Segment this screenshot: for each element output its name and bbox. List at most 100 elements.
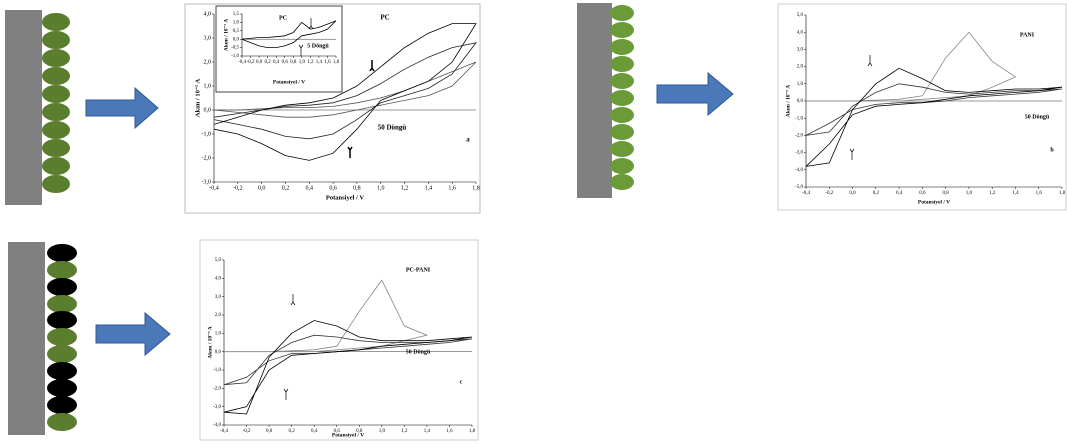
y-axis-label: Akım / 10⁻⁵ A xyxy=(194,78,201,117)
annotation: PANI xyxy=(1020,32,1035,38)
cv-curve xyxy=(805,67,1063,167)
x-tick-label: 1,6 xyxy=(448,185,456,191)
y-tick-label: 0,0 xyxy=(204,107,212,113)
y-tick-label: 0,0 xyxy=(233,37,240,42)
electrode-pc xyxy=(5,10,70,205)
direction-arrow xyxy=(849,148,855,160)
x-tick-label: 0,4 xyxy=(273,60,280,65)
x-tick-label: -0,2 xyxy=(243,429,251,434)
y-tick-label: -1,0 xyxy=(795,116,803,121)
y-tick-label: -1,0 xyxy=(202,131,212,137)
y-tick-label: 0,5 xyxy=(233,29,240,34)
y-tick-label: 2,0 xyxy=(797,65,804,70)
direction-arrow xyxy=(298,44,304,56)
direction-arrow xyxy=(347,146,353,158)
y-tick-label: 3,0 xyxy=(215,295,222,300)
annotation: 50 Döngü xyxy=(1025,114,1050,120)
y-tick-label: 1,0 xyxy=(233,21,240,26)
y-tick-label: -5,0 xyxy=(795,185,803,190)
y-tick-label: -1,0 xyxy=(231,54,239,59)
y-tick-label: 2,0 xyxy=(204,59,212,65)
cv-curve xyxy=(806,31,1017,102)
x-tick-label: -0,4 xyxy=(802,191,810,196)
y-tick-label: -1,0 xyxy=(213,368,221,373)
x-tick-label: 0,4 xyxy=(311,429,318,434)
y-tick-label: -3,0 xyxy=(213,405,221,410)
direction-arrow xyxy=(308,18,314,30)
y-tick-label: -4,0 xyxy=(213,423,221,428)
annotation: c xyxy=(460,379,463,385)
y-axis-label: Akım / 10⁻⁵ A xyxy=(785,85,791,118)
x-tick-label: -0,4 xyxy=(209,185,219,191)
x-tick-label: 1,8 xyxy=(1059,191,1066,196)
x-axis-label: Potansiyel / V xyxy=(326,194,364,201)
x-tick-label: 0,2 xyxy=(289,429,296,434)
y-tick-label: 1,0 xyxy=(204,83,212,89)
x-tick-label: 1,2 xyxy=(401,185,409,191)
x-tick-label: 0,8 xyxy=(290,60,297,65)
x-axis-label: Potansiyel / V xyxy=(918,199,950,205)
x-tick-label: 1,8 xyxy=(333,60,340,65)
x-tick-label: -0,2 xyxy=(825,191,833,196)
x-tick-label: 0,8 xyxy=(943,191,950,196)
electrode-pani xyxy=(577,3,634,198)
y-tick-label: 3,0 xyxy=(797,48,804,53)
x-tick-label: 0,6 xyxy=(334,429,341,434)
cv-curve xyxy=(213,23,477,161)
annotation: 5 Döngü xyxy=(307,43,329,49)
x-tick-label: -0,2 xyxy=(233,185,243,191)
cv-curve xyxy=(241,20,337,48)
x-tick-label: 0,2 xyxy=(265,60,272,65)
x-tick-label: 0,8 xyxy=(353,185,361,191)
y-tick-label: 5,0 xyxy=(215,258,222,263)
x-tick-label: 1,2 xyxy=(401,429,408,434)
y-tick-label: -2,0 xyxy=(202,155,212,161)
x-tick-label: 0,6 xyxy=(329,185,337,191)
y-tick-label: 2,0 xyxy=(215,313,222,318)
cv-curve xyxy=(223,334,473,386)
y-tick-label: -4,0 xyxy=(795,168,803,173)
x-tick-label: 1,0 xyxy=(966,191,973,196)
annotation: a xyxy=(466,136,470,144)
annotation: PC-PANI xyxy=(406,267,431,273)
x-tick-label: 0,8 xyxy=(356,429,363,434)
x-tick-label: 0,0 xyxy=(256,60,263,65)
x-tick-label: 1,6 xyxy=(324,60,331,65)
y-tick-label: 1,0 xyxy=(215,331,222,336)
x-tick-label: 0,6 xyxy=(919,191,926,196)
arrow xyxy=(85,86,159,130)
y-tick-label: 0,0 xyxy=(797,99,804,104)
y-tick-label: -2,0 xyxy=(795,134,803,139)
y-tick-label: 4,0 xyxy=(204,11,212,17)
x-tick-label: 1,8 xyxy=(472,185,480,191)
x-tick-label: 0,4 xyxy=(306,185,314,191)
x-tick-label: 1,8 xyxy=(469,429,476,434)
x-tick-label: 1,0 xyxy=(299,60,306,65)
inset-frame xyxy=(215,5,343,93)
y-axis-label: Akım / 10⁻⁵ A xyxy=(207,326,213,359)
y-tick-label: 5,0 xyxy=(797,13,804,18)
y-tick-label: 1,5 xyxy=(233,12,240,17)
x-tick-label: 0,2 xyxy=(873,191,880,196)
arrow xyxy=(95,311,171,357)
annotation: 50 Döngü xyxy=(406,349,431,355)
y-tick-label: -0,5 xyxy=(231,46,239,51)
y-tick-label: 4,0 xyxy=(797,30,804,35)
annotation: PC xyxy=(279,15,287,21)
x-tick-label: 1,6 xyxy=(1036,191,1043,196)
chart-frame xyxy=(777,3,1067,211)
cv-curve xyxy=(223,320,473,415)
y-axis-label: Akım / 10⁻⁵ A xyxy=(223,19,229,52)
y-tick-label: -3,0 xyxy=(202,179,212,185)
annotation: 50 Döngü xyxy=(378,124,407,132)
x-axis-label: Potansiyel / V xyxy=(332,432,364,438)
y-tick-label: -3,0 xyxy=(795,151,803,156)
y-tick-label: 0,0 xyxy=(215,350,222,355)
cv-curve xyxy=(224,279,429,353)
x-tick-label: 0,0 xyxy=(266,429,273,434)
x-tick-label: 1,2 xyxy=(989,191,996,196)
x-tick-label: 1,4 xyxy=(424,429,431,434)
y-tick-label: 4,0 xyxy=(215,276,222,281)
x-tick-label: 1,2 xyxy=(307,60,314,65)
